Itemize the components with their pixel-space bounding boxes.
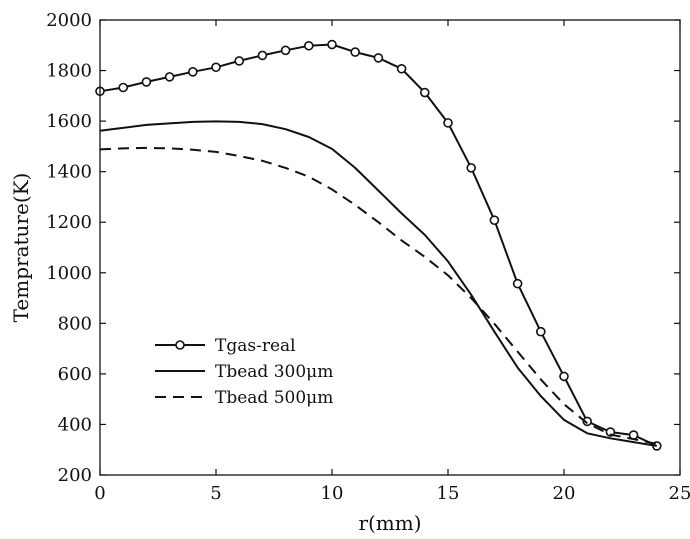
y-tick-label: 1000 [46,263,92,284]
x-tick-label: 5 [210,483,221,504]
legend-marker-tgas [175,340,185,350]
data-point [582,416,593,427]
data-point [396,63,407,74]
data-point [118,82,128,93]
y-tick-label: 1600 [46,111,92,132]
x-tick-label: 15 [437,483,460,504]
data-point [327,39,337,50]
data-point [234,56,244,66]
data-point [211,62,221,73]
legend-label-tbead500: Tbead 500μm [215,388,333,408]
y-tick-label: 600 [58,364,92,385]
data-point [188,67,198,77]
data-point [489,215,500,225]
data-point [257,50,268,61]
x-tick-label: 10 [321,483,344,504]
plot-frame [99,19,681,476]
series-layer [95,39,662,451]
data-point [373,53,384,63]
data-point [559,371,569,382]
legend-label-tbead300: Tbead 300μm [215,362,333,382]
data-point [280,45,291,56]
data-point [512,278,523,289]
data-point [350,47,361,57]
data-point [164,72,175,82]
y-tick-label: 2000 [46,10,92,31]
y-tick-label: 800 [58,313,92,334]
y-tick-label: 200 [58,465,92,486]
data-point [419,87,430,98]
y-tick-label: 1800 [46,61,92,82]
ticks-layer: 0 5 10 15 20 25 200 400 600 800 1000 1200 1400 1600 18… [46,10,690,504]
data-point [141,77,152,87]
y-tick-label: 1400 [46,162,92,183]
data-point [443,118,453,128]
data-point [466,163,477,173]
y-tick-label: 1200 [46,212,92,233]
y-tick-label: 400 [58,414,92,435]
legend-label-tgas: Tgas-real [215,336,296,356]
series-line-0 [99,43,658,447]
x-tick-label: 25 [669,483,690,504]
y-axis-label: Temprature(K) [9,173,33,323]
x-tick-label: 20 [553,483,576,504]
series-line-1 [99,120,657,447]
data-point [303,40,314,51]
x-tick-label: 0 [94,483,105,504]
series-line-2 [99,146,658,445]
legend: Tgas-real Tbead 300μm Tbead 500μm [155,336,333,408]
data-point [535,326,546,337]
x-axis-label: r(mm) [358,511,421,535]
